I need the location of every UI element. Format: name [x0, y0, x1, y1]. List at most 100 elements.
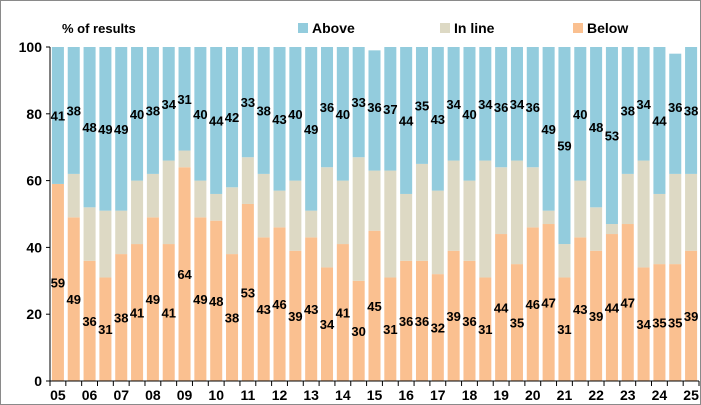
x-tick-label-08: 08 [145, 387, 161, 403]
bar-above-05b [67, 47, 80, 174]
bar-above-22a [590, 47, 603, 208]
data-label-above-24a: 44 [652, 113, 667, 128]
legend-label-in-line: In line [454, 20, 495, 36]
data-label-above-11b: 38 [256, 103, 270, 118]
bar-in-line-16b [415, 163, 428, 261]
bar-in-line-09a [178, 150, 191, 168]
data-label-above-08b: 34 [161, 97, 176, 112]
bar-below-17b [447, 250, 460, 381]
data-label-below-22a: 39 [589, 309, 603, 324]
bar-in-line-17a [431, 190, 444, 275]
data-label-below-05a: 59 [51, 275, 65, 290]
y-tick-label-20: 20 [26, 306, 42, 322]
bar-in-line-06a [83, 207, 96, 261]
bar-below-11a [241, 203, 254, 381]
x-tick-label-16: 16 [398, 387, 414, 403]
y-tick-label-0: 0 [34, 373, 42, 389]
data-label-above-10a: 44 [209, 113, 224, 128]
bar-below-08a [146, 217, 159, 381]
bar-in-line-13b [321, 167, 334, 268]
data-label-above-21a: 59 [557, 139, 571, 154]
data-label-below-16b: 36 [415, 314, 429, 329]
x-axis: 05 06 07 08 09 10 11 12 13 14 15 16 17 18 19 20 21 22 23 24… [49, 380, 700, 403]
bar-below-05b [67, 217, 80, 381]
data-label-below-14a: 41 [336, 306, 350, 321]
data-label-below-11b: 43 [256, 302, 270, 317]
data-label-below-09b: 49 [193, 292, 207, 307]
bar-above-24a [653, 47, 666, 194]
x-tick-label-14: 14 [335, 387, 351, 403]
data-label-above-06b: 49 [98, 122, 112, 137]
bar-in-line-10a [210, 193, 223, 221]
data-label-above-23a: 38 [621, 103, 635, 118]
bar-in-line-18a [463, 180, 476, 261]
bar-below-15a [368, 230, 381, 381]
bar-above-24b [669, 53, 682, 174]
y-tick-label-80: 80 [26, 106, 42, 122]
data-label-below-15b: 31 [383, 322, 397, 337]
data-label-below-15a: 45 [367, 299, 381, 314]
bar-in-line-16a [400, 193, 413, 261]
x-tick-label-10: 10 [208, 387, 224, 403]
data-label-above-16a: 44 [399, 113, 414, 128]
bar-in-line-22b [605, 224, 618, 235]
bar-above-16b [415, 47, 428, 164]
bar-in-line-14a [336, 180, 349, 245]
data-label-above-19a: 36 [494, 100, 508, 115]
bar-in-line-08a [146, 173, 159, 218]
bar-below-08b [162, 244, 175, 381]
bar-above-14b [352, 47, 365, 158]
data-label-above-09a: 31 [177, 92, 191, 107]
y-tick-label-60: 60 [26, 173, 42, 189]
bar-below-20b [542, 224, 555, 381]
data-label-above-05b: 38 [67, 103, 81, 118]
plot-area: 5941493836483149384941404938413464314940… [51, 47, 698, 381]
bar-above-13b [321, 47, 334, 168]
data-label-above-07b: 40 [130, 107, 144, 122]
bar-above-18b [479, 47, 492, 161]
x-tick-label-11: 11 [240, 387, 255, 403]
data-label-below-07b: 41 [130, 306, 144, 321]
x-tick-label-23: 23 [620, 387, 636, 403]
x-tick-label-09: 09 [177, 387, 193, 403]
bar-above-22b [605, 47, 618, 225]
y-axis-label: % of results [62, 21, 136, 36]
data-label-below-08a: 49 [146, 292, 160, 307]
x-tick-label-06: 06 [82, 387, 98, 403]
legend-label-above: Above [312, 20, 355, 36]
bar-below-12a [273, 227, 286, 381]
data-label-below-25a: 39 [684, 309, 698, 324]
bar-in-line-20b [542, 210, 555, 225]
data-label-below-18a: 36 [462, 314, 476, 329]
x-tick-label-24: 24 [652, 387, 668, 403]
data-label-below-08b: 41 [161, 306, 175, 321]
x-tick-label-05: 05 [50, 387, 66, 403]
legend-swatch-below [573, 23, 583, 33]
y-tick-label-40: 40 [26, 239, 42, 255]
bar-in-line-12a [273, 190, 286, 228]
bar-below-21a [558, 277, 571, 381]
bar-above-23b [637, 47, 650, 161]
bar-above-08a [146, 47, 159, 174]
data-label-below-16a: 36 [399, 314, 413, 329]
data-label-below-22b: 44 [605, 301, 620, 316]
y-axis: 0 20 40 60 80 100 [19, 39, 51, 389]
bar-above-06a [83, 47, 96, 208]
bar-above-20b [542, 47, 555, 211]
bar-below-09b [194, 217, 207, 381]
x-tick-label-22: 22 [588, 387, 604, 403]
bar-below-18b [479, 277, 492, 381]
bar-above-18a [463, 47, 476, 181]
x-tick-label-15: 15 [367, 387, 383, 403]
bar-in-line-24a [653, 193, 666, 265]
data-label-above-22a: 48 [589, 120, 603, 135]
bar-in-line-10b [226, 187, 239, 255]
bar-above-21a [558, 47, 571, 245]
data-label-above-05a: 41 [51, 108, 65, 123]
bar-above-25a [685, 47, 698, 174]
data-label-below-19b: 35 [510, 316, 524, 331]
bar-below-23b [637, 267, 650, 381]
bar-below-07b [131, 244, 144, 381]
data-label-below-13b: 34 [320, 317, 335, 332]
bar-below-25a [685, 250, 698, 381]
